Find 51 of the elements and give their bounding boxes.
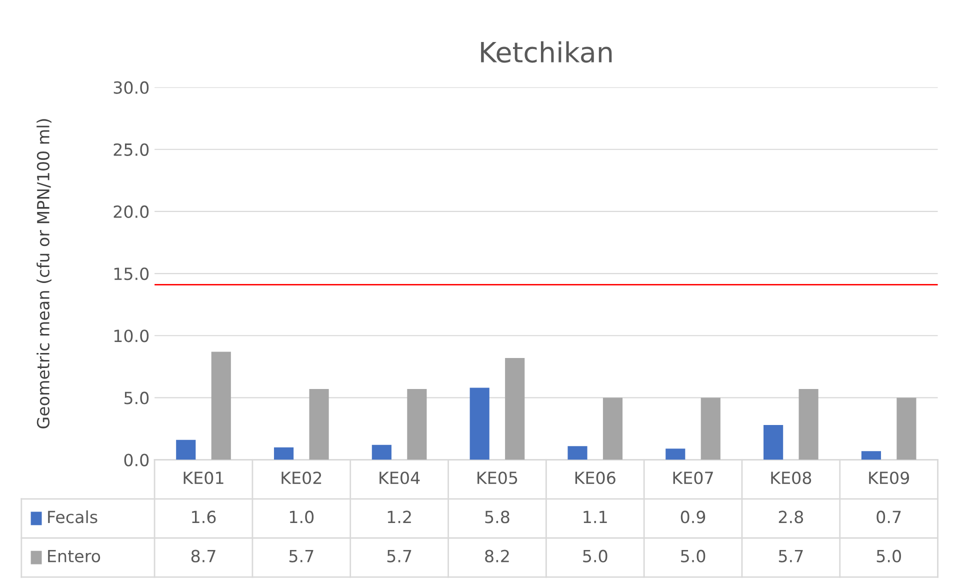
data-label: 5.7 xyxy=(387,550,412,562)
data-label: 8.7 xyxy=(191,550,216,562)
data-label: 1.0 xyxy=(290,510,314,524)
y-tick-label: 0.0 xyxy=(124,454,149,466)
bar xyxy=(505,358,525,460)
bar xyxy=(602,398,623,460)
bar xyxy=(372,444,392,460)
y-tick-label: 10.0 xyxy=(114,330,149,342)
y-tick-label: 20.0 xyxy=(114,205,149,218)
y-tick-label: 5.0 xyxy=(124,392,149,404)
bar xyxy=(470,388,490,460)
y-tick-label: 15.0 xyxy=(114,268,149,280)
data-label: 5.7 xyxy=(778,550,803,562)
data-label: 1.1 xyxy=(584,510,607,524)
y-tick-label: 30.0 xyxy=(114,81,149,94)
bar xyxy=(211,352,231,460)
x-tick-label: KE05 xyxy=(478,472,518,484)
legend-label: Fecals xyxy=(48,510,98,524)
x-tick-label: KE06 xyxy=(575,472,616,484)
bar xyxy=(764,425,784,460)
bar xyxy=(568,446,588,460)
bar xyxy=(700,398,720,460)
legend-label: Entero xyxy=(48,550,100,562)
data-label: 1.2 xyxy=(388,510,411,524)
x-tick-label: KE02 xyxy=(282,472,322,484)
x-tick-label: KE08 xyxy=(771,472,812,484)
data-label: 0.7 xyxy=(876,510,901,524)
data-label: 5.7 xyxy=(289,550,314,562)
x-tick-label: KE07 xyxy=(673,472,713,484)
data-label: 5.0 xyxy=(876,550,901,562)
data-label: 0.9 xyxy=(680,510,706,524)
data-label: 5.0 xyxy=(681,550,706,562)
chart-title: Ketchikan xyxy=(481,41,612,63)
y-axis-title: Geometric mean (cfu or MPN/100 ml) xyxy=(36,119,52,428)
y-tick-label: 25.0 xyxy=(114,143,149,156)
bar xyxy=(861,451,881,460)
bar xyxy=(666,448,686,460)
bar xyxy=(176,440,196,460)
data-label: 1.6 xyxy=(192,510,216,524)
bar xyxy=(407,389,427,460)
x-tick-label: KE04 xyxy=(380,472,420,484)
bar xyxy=(274,447,294,460)
data-label: 5.8 xyxy=(485,510,510,524)
bar xyxy=(798,389,818,460)
data-label: 8.2 xyxy=(485,550,509,562)
data-label: 2.8 xyxy=(778,510,804,524)
bar xyxy=(896,398,916,460)
bar xyxy=(309,389,329,460)
x-tick-label: KE01 xyxy=(184,472,224,484)
x-tick-label: KE09 xyxy=(869,472,909,484)
data-label: 5.0 xyxy=(583,550,608,562)
